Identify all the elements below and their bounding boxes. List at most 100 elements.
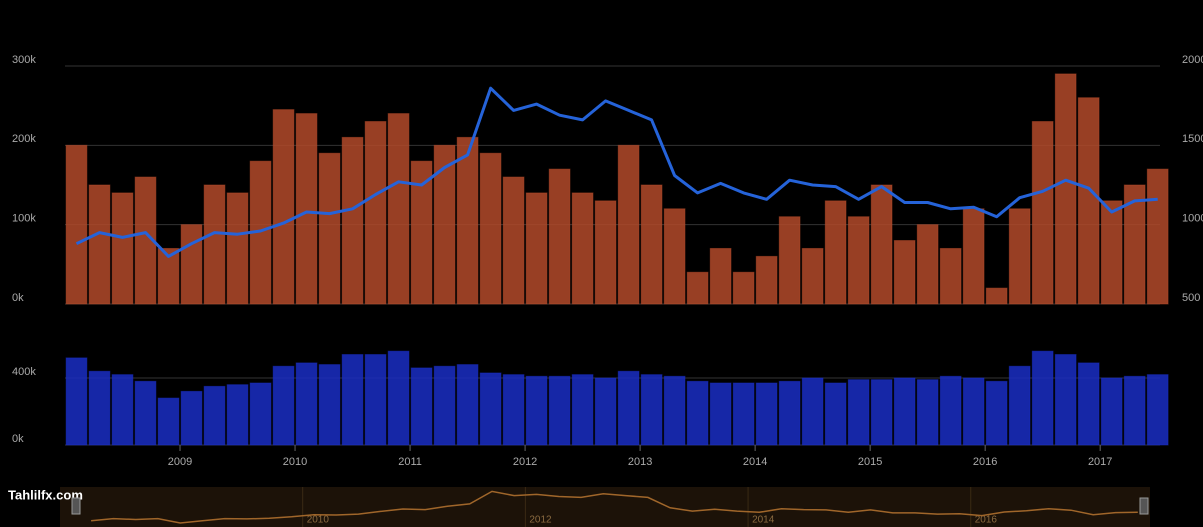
x-tick-label: 2009: [168, 456, 192, 468]
bar: [686, 271, 709, 305]
bar: [939, 375, 962, 446]
bar: [456, 364, 479, 446]
bar: [801, 377, 824, 446]
bar: [870, 184, 893, 305]
bar: [755, 255, 778, 305]
bar: [456, 136, 479, 305]
x-tick-label: 2015: [858, 456, 882, 468]
bar: [180, 390, 203, 446]
bar: [732, 382, 755, 446]
bar: [1031, 121, 1054, 305]
bar: [755, 382, 778, 446]
y2-tick-label: 1500: [1182, 133, 1203, 145]
bar: [847, 216, 870, 305]
bar: [778, 216, 801, 305]
x-tick-label: 2013: [628, 456, 652, 468]
bar: [548, 375, 571, 446]
bar: [847, 379, 870, 446]
bar: [1008, 208, 1031, 305]
watermark: Tahlilfx.com: [8, 487, 83, 502]
bar: [732, 271, 755, 305]
bar: [180, 224, 203, 305]
navigator-label: 2014: [752, 515, 775, 526]
bar: [502, 374, 525, 446]
bar: [893, 377, 916, 446]
bar: [824, 200, 847, 305]
bar: [1146, 168, 1169, 305]
x-tick-label: 2010: [283, 456, 307, 468]
y-tick-label: 400k: [12, 366, 36, 378]
bar: [341, 354, 364, 446]
bar: [226, 192, 249, 305]
x-tick-label: 2014: [743, 456, 767, 468]
bar: [1100, 377, 1123, 446]
bar: [640, 374, 663, 446]
bar: [318, 152, 341, 305]
bar: [502, 176, 525, 305]
bar: [272, 109, 295, 305]
bar: [594, 200, 617, 305]
bar: [479, 152, 502, 305]
bar: [203, 385, 226, 446]
bar: [1123, 375, 1146, 446]
bar: [709, 247, 732, 305]
y-tick-label: 300k: [12, 54, 36, 66]
bar: [640, 184, 663, 305]
navigator-label: 2012: [529, 515, 552, 526]
bar: [272, 365, 295, 446]
bar: [1077, 97, 1100, 305]
bar: [525, 375, 548, 446]
bar: [893, 240, 916, 305]
bar: [1054, 73, 1077, 305]
navigator-handle: [1139, 497, 1149, 515]
bar: [1100, 200, 1123, 305]
bar: [226, 384, 249, 446]
y-tick-label: 0k: [12, 433, 24, 445]
bar: [548, 168, 571, 305]
bar: [433, 365, 456, 446]
bar: [686, 380, 709, 446]
x-tick-label: 2016: [973, 456, 997, 468]
bar: [341, 136, 364, 305]
bar: [111, 192, 134, 305]
bar: [387, 350, 410, 446]
bar: [134, 380, 157, 446]
bar: [134, 176, 157, 305]
bar: [1031, 350, 1054, 446]
line: [75, 86, 1158, 258]
bar: [916, 379, 939, 446]
bar: [387, 113, 410, 305]
navigator-label: 2016: [975, 515, 998, 526]
bar: [962, 377, 985, 446]
bar: [985, 287, 1008, 305]
bar: [617, 144, 640, 305]
x-tick-label: 2011: [398, 456, 422, 468]
bar: [295, 113, 318, 305]
bar: [88, 370, 111, 446]
bar: [801, 247, 824, 305]
y2-tick-label: 1000: [1182, 213, 1203, 225]
bar: [65, 144, 88, 305]
bar: [778, 380, 801, 446]
x-tick-label: 2012: [513, 456, 537, 468]
bar: [157, 397, 180, 446]
bar: [295, 362, 318, 446]
bar: [571, 374, 594, 446]
bar: [1077, 362, 1100, 446]
bar: [1008, 365, 1031, 446]
bar: [985, 380, 1008, 446]
bar: [663, 208, 686, 305]
bar: [916, 224, 939, 305]
bar: [318, 364, 341, 446]
navigator-label: 2010: [307, 515, 330, 526]
bar: [594, 377, 617, 446]
y-tick-label: 0k: [12, 292, 24, 304]
bar: [364, 121, 387, 305]
bar: [433, 144, 456, 305]
y-tick-label: 100k: [12, 213, 36, 225]
bar: [479, 372, 502, 446]
bar: [364, 354, 387, 446]
